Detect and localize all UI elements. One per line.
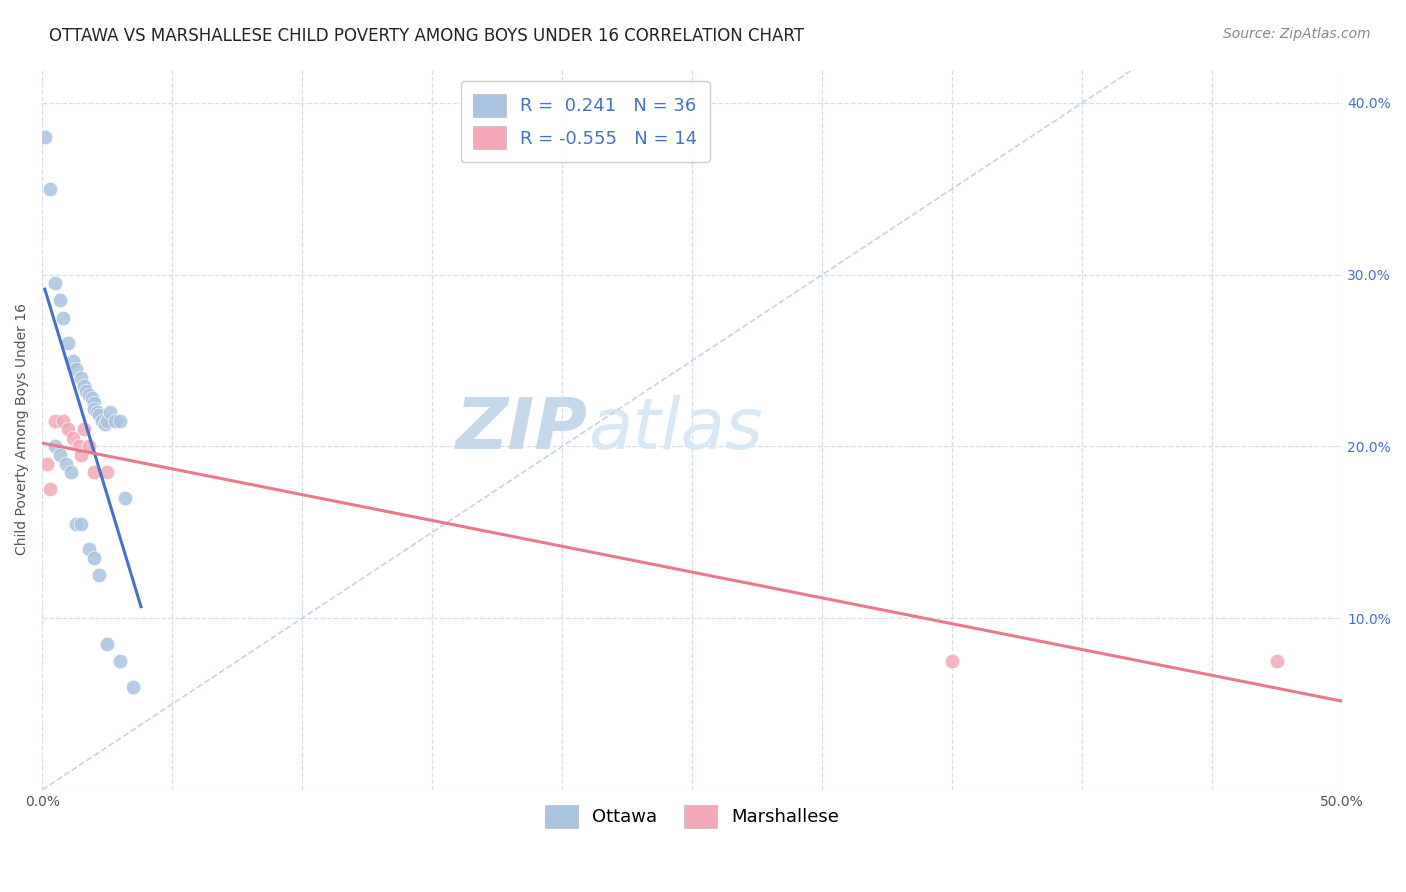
Point [65,362,87,376]
Point [39,483,62,497]
Point [96,414,118,428]
Point [104,414,127,428]
Point [73,379,96,393]
Point [98,405,121,419]
Point [114,491,136,505]
Point [77,542,100,557]
Point [108,414,131,428]
Point [77,388,100,402]
Point [67,439,90,453]
Point [62,353,84,368]
Point [70,448,93,462]
Point [59,465,82,479]
Point [122,680,145,694]
Point [55,457,77,471]
Point [77,439,100,453]
Point [70,516,93,531]
Point [96,465,118,479]
Text: OTTAWA VS MARSHALLESE CHILD POVERTY AMONG BOYS UNDER 16 CORRELATION CHART: OTTAWA VS MARSHALLESE CHILD POVERTY AMON… [49,27,804,45]
Point [58,336,80,351]
Point [83,396,105,410]
Point [96,637,118,651]
Point [89,409,111,423]
Point [89,568,111,582]
Point [70,370,93,384]
Text: atlas: atlas [588,395,763,464]
Point [58,422,80,436]
Point [44,439,66,453]
Point [37,457,59,471]
Point [39,182,62,196]
Point [44,414,66,428]
Point [52,310,75,325]
Point [49,293,72,308]
Point [1265,654,1288,668]
Text: Source: ZipAtlas.com: Source: ZipAtlas.com [1223,27,1371,41]
Point [73,422,96,436]
Point [941,654,963,668]
Point [44,277,66,291]
Point [108,654,131,668]
Point [86,405,108,419]
Point [52,414,75,428]
Point [80,392,103,406]
Point [65,516,87,531]
Point [93,417,115,431]
Point [75,384,97,399]
Point [83,401,105,416]
Point [62,431,84,445]
Legend: Ottawa, Marshallese: Ottawa, Marshallese [538,797,846,835]
Point [91,414,114,428]
Point [34,130,56,145]
Point [83,465,105,479]
Point [83,551,105,566]
Point [49,448,72,462]
Y-axis label: Child Poverty Among Boys Under 16: Child Poverty Among Boys Under 16 [15,303,30,555]
Text: ZIP: ZIP [456,395,588,464]
